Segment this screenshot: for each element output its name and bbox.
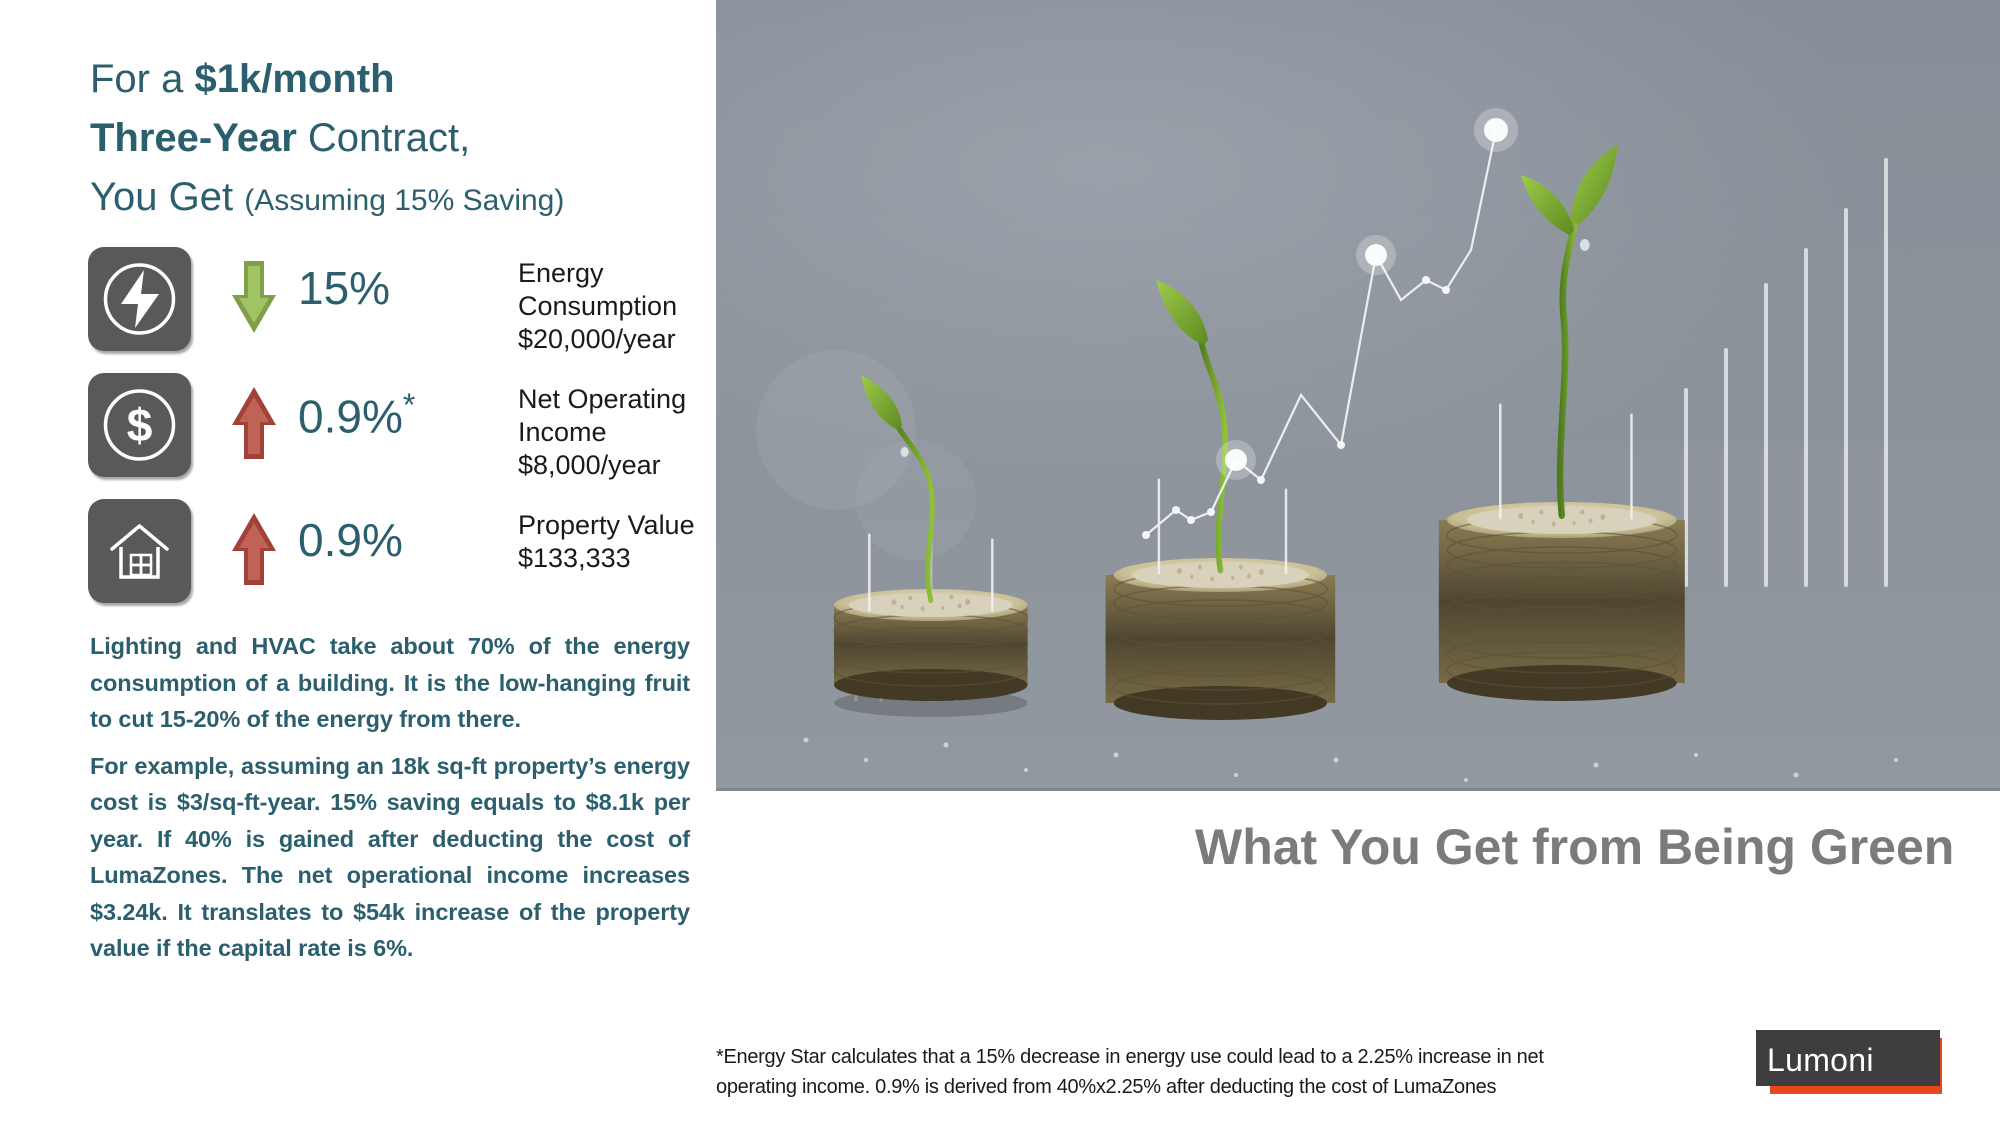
svg-text:$: $ — [127, 399, 153, 451]
svg-text:Lumoni: Lumoni — [1767, 1042, 1874, 1078]
